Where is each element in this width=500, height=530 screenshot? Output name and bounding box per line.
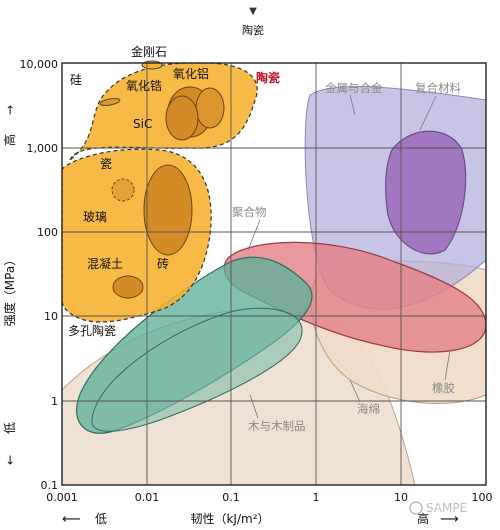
- y-tick-label: 1: [51, 395, 58, 408]
- brick-label: 砖: [157, 256, 169, 271]
- concrete-label: 混凝土: [87, 256, 123, 271]
- region-layer: [61, 60, 487, 486]
- diamond-ellipse: [141, 60, 163, 70]
- zirconia-label: 氧化锆: [126, 79, 162, 93]
- y-ticks: 10,000 1,000 100 10 1 0.1: [20, 58, 59, 492]
- x-tick-label: 100: [472, 491, 493, 504]
- composites-label: 复合材料: [415, 81, 461, 95]
- y-down-arrow-icon: ←: [3, 455, 17, 465]
- y-high-label: 高: [2, 134, 17, 146]
- y-up-arrow-icon: →: [3, 105, 17, 115]
- y-low-label: 低: [3, 422, 17, 434]
- porcelain-ellipse: [111, 178, 135, 202]
- silicon-label: 硅: [70, 73, 82, 87]
- x-tick-label: 0.01: [135, 491, 160, 504]
- y-tick-label: 1,000: [27, 142, 59, 155]
- metals-label: 金属与合金: [325, 81, 383, 95]
- top-arrow-icon: ▼: [249, 6, 257, 17]
- y-axis-label: 强度（MPa）: [2, 254, 17, 326]
- x-tick-label: 0.1: [222, 491, 240, 504]
- x-right-arrow-icon: ⟶: [440, 512, 459, 527]
- concrete-ellipse: [112, 275, 144, 299]
- x-low-label: 低: [95, 512, 107, 526]
- porous-ceramic-label: 多孔陶瓷: [68, 323, 116, 338]
- ceramics-label: 陶瓷: [256, 70, 280, 85]
- rubber-label: 橡胶: [432, 381, 455, 395]
- diamond-label: 金刚石: [131, 44, 167, 59]
- plot-frame: [61, 62, 487, 486]
- sic-label: SiC: [133, 117, 152, 131]
- x-tick-label: 0.001: [46, 491, 78, 504]
- polymers-label: 聚合物: [232, 205, 267, 219]
- y-tick-label: 100: [37, 226, 58, 239]
- alumina-label: 氧化铝: [173, 66, 209, 81]
- brick-ellipse: [143, 164, 193, 256]
- sic-ellipse: [165, 95, 199, 141]
- grid: [62, 63, 486, 485]
- x-tick-label: 1: [313, 491, 320, 504]
- silicon-ellipse: [99, 98, 121, 106]
- watermark-text: SAMPE: [426, 501, 467, 515]
- x-ticks: 0.001 0.01 0.1 1 10 100: [46, 491, 492, 504]
- y-tick-label: 10,000: [20, 58, 59, 71]
- region-composites: [385, 130, 467, 255]
- watermark-logo-icon: [409, 501, 423, 515]
- leader-lines: [247, 94, 451, 419]
- glass-label: 玻璃: [83, 210, 107, 224]
- alumina-ellipse: [195, 87, 225, 129]
- porcelain-label: 瓷: [100, 157, 112, 171]
- region-wood-inner: [91, 307, 303, 432]
- x-tick-label: 10: [394, 491, 408, 504]
- watermark: SAMPE: [409, 501, 467, 515]
- x-high-label: 高: [417, 511, 429, 526]
- y-tick-label: 10: [44, 310, 58, 323]
- y-tick-label: 0.1: [41, 479, 59, 492]
- x-axis-label: 韧性（kJ/m²）: [190, 512, 269, 526]
- top-marker-label: 陶瓷: [242, 23, 264, 37]
- x-left-arrow-icon: ⟵: [62, 512, 81, 527]
- foam-label: 海绵: [357, 402, 380, 416]
- wood-label: 木与木制品: [248, 419, 306, 433]
